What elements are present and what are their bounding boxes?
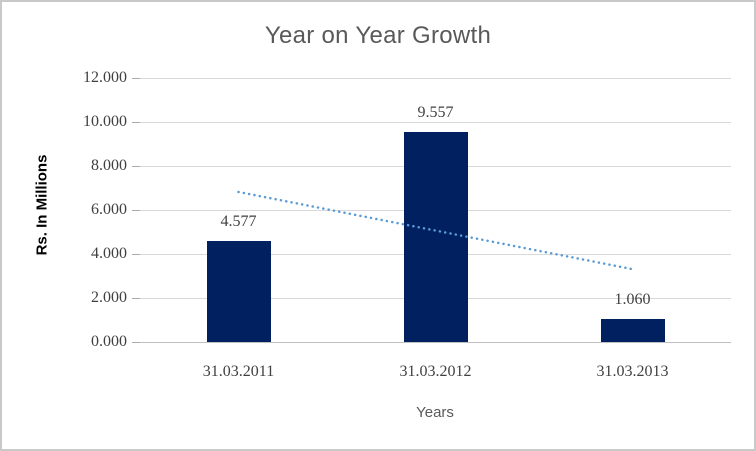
bar-value-label: 9.557 — [417, 103, 454, 121]
y-tick-label: 4.000 — [91, 245, 127, 262]
y-tick-label: 12.000 — [83, 69, 127, 86]
bar — [206, 241, 271, 342]
y-tick-mark — [132, 166, 140, 167]
y-tick-label: 8.000 — [91, 157, 127, 174]
chart-title: Year on Year Growth — [264, 22, 492, 49]
y-tick-label: 6.000 — [91, 201, 127, 218]
x-category-label: 31.03.2013 — [596, 363, 669, 380]
gridline — [140, 78, 731, 79]
x-category-label: 31.03.2011 — [202, 363, 275, 380]
x-axis-line — [140, 342, 731, 343]
x-axis-title: Years — [416, 404, 454, 421]
bar — [600, 318, 665, 342]
bar-value-label: 1.060 — [614, 290, 651, 308]
y-tick-mark — [132, 78, 140, 79]
y-tick-mark — [132, 298, 140, 299]
gridline — [140, 122, 731, 123]
y-tick-label: 10.000 — [83, 113, 127, 130]
y-tick-label: 0.000 — [91, 333, 127, 350]
y-tick-mark — [132, 254, 140, 255]
x-category-label: 31.03.2012 — [399, 363, 472, 380]
y-tick-mark — [132, 210, 140, 211]
bar-value-label: 4.577 — [220, 213, 257, 231]
y-tick-mark — [132, 342, 140, 343]
y-tick-mark — [132, 122, 140, 123]
y-tick-label: 2.000 — [91, 289, 127, 306]
bar — [403, 131, 468, 342]
